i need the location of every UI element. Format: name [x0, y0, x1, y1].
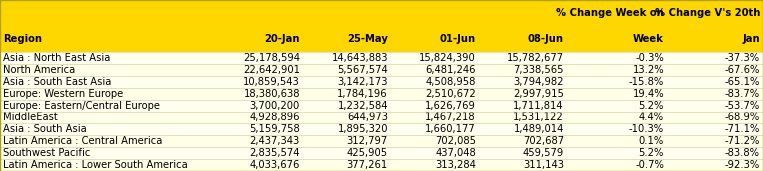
- Text: 5,159,758: 5,159,758: [250, 124, 300, 134]
- Text: -83.8%: -83.8%: [725, 148, 760, 158]
- Text: 313,284: 313,284: [435, 160, 476, 170]
- Text: 5.2%: 5.2%: [639, 101, 664, 110]
- Text: 01-Jun: 01-Jun: [440, 34, 476, 44]
- Bar: [0, 100, 763, 111]
- Text: Southwest Pacific: Southwest Pacific: [3, 148, 90, 158]
- Text: 08-Jun: 08-Jun: [528, 34, 564, 44]
- Text: 25,178,594: 25,178,594: [243, 53, 300, 63]
- Text: -83.7%: -83.7%: [725, 89, 760, 99]
- Text: % Change V's 20th: % Change V's 20th: [655, 8, 760, 18]
- Text: Latin America : Central America: Latin America : Central America: [3, 136, 163, 146]
- Text: 702,687: 702,687: [523, 136, 564, 146]
- Text: 15,782,677: 15,782,677: [507, 53, 564, 63]
- Text: 702,085: 702,085: [435, 136, 476, 146]
- Text: Europe: Eastern/Central Europe: Europe: Eastern/Central Europe: [3, 101, 160, 110]
- Text: 2,437,343: 2,437,343: [250, 136, 300, 146]
- Text: -65.1%: -65.1%: [725, 77, 760, 87]
- Bar: [0, 64, 763, 76]
- Bar: [0, 111, 763, 123]
- Text: 5,567,574: 5,567,574: [337, 65, 388, 75]
- Text: 18,380,638: 18,380,638: [243, 89, 300, 99]
- Text: 5.2%: 5.2%: [639, 148, 664, 158]
- Text: -71.2%: -71.2%: [725, 136, 760, 146]
- Text: 2,835,574: 2,835,574: [250, 148, 300, 158]
- Text: 1,711,814: 1,711,814: [513, 101, 564, 110]
- Text: Asia : North East Asia: Asia : North East Asia: [3, 53, 111, 63]
- Text: -0.3%: -0.3%: [636, 53, 664, 63]
- Text: % Change Week on: % Change Week on: [556, 8, 664, 18]
- Bar: [0, 135, 763, 147]
- Text: -68.9%: -68.9%: [725, 113, 760, 122]
- Text: -15.8%: -15.8%: [629, 77, 664, 87]
- Text: 10,859,543: 10,859,543: [243, 77, 300, 87]
- Text: MiddleEast: MiddleEast: [3, 113, 58, 122]
- Text: 4,928,896: 4,928,896: [250, 113, 300, 122]
- Text: 13.2%: 13.2%: [633, 65, 664, 75]
- Bar: [0, 88, 763, 100]
- Text: 14,643,883: 14,643,883: [331, 53, 388, 63]
- Text: 1,660,177: 1,660,177: [425, 124, 476, 134]
- Text: 2,997,915: 2,997,915: [513, 89, 564, 99]
- Text: 25-May: 25-May: [347, 34, 388, 44]
- Text: 644,973: 644,973: [347, 113, 388, 122]
- Text: 4,508,958: 4,508,958: [426, 77, 476, 87]
- Text: 1,626,769: 1,626,769: [425, 101, 476, 110]
- Text: 377,261: 377,261: [346, 160, 388, 170]
- Text: 0.1%: 0.1%: [639, 136, 664, 146]
- Text: 1,467,218: 1,467,218: [426, 113, 476, 122]
- Text: 311,143: 311,143: [523, 160, 564, 170]
- Text: 20-Jan: 20-Jan: [265, 34, 300, 44]
- Bar: [0, 0, 763, 52]
- Text: 437,048: 437,048: [435, 148, 476, 158]
- Text: Europe: Western Europe: Europe: Western Europe: [3, 89, 124, 99]
- Text: -67.6%: -67.6%: [725, 65, 760, 75]
- Text: 1,531,122: 1,531,122: [513, 113, 564, 122]
- Text: -37.3%: -37.3%: [725, 53, 760, 63]
- Bar: [0, 123, 763, 135]
- Bar: [0, 147, 763, 159]
- Text: Week: Week: [633, 34, 664, 44]
- Text: -10.3%: -10.3%: [629, 124, 664, 134]
- Text: Asia : South Asia: Asia : South Asia: [3, 124, 87, 134]
- Text: 6,481,246: 6,481,246: [426, 65, 476, 75]
- Text: Region: Region: [3, 34, 42, 44]
- Text: 312,797: 312,797: [346, 136, 388, 146]
- Text: 2,510,672: 2,510,672: [425, 89, 476, 99]
- Text: 3,142,173: 3,142,173: [337, 77, 388, 87]
- Text: 7,338,565: 7,338,565: [513, 65, 564, 75]
- Text: 1,489,014: 1,489,014: [513, 124, 564, 134]
- Text: 4,033,676: 4,033,676: [250, 160, 300, 170]
- Text: 3,794,982: 3,794,982: [513, 77, 564, 87]
- Text: 19.4%: 19.4%: [633, 89, 664, 99]
- Text: 22,642,901: 22,642,901: [243, 65, 300, 75]
- Text: North America: North America: [3, 65, 76, 75]
- Text: -0.7%: -0.7%: [635, 160, 664, 170]
- Text: -92.3%: -92.3%: [725, 160, 760, 170]
- Text: Latin America : Lower South America: Latin America : Lower South America: [3, 160, 188, 170]
- Text: 1,895,320: 1,895,320: [337, 124, 388, 134]
- Text: 15,824,390: 15,824,390: [419, 53, 476, 63]
- Text: 1,784,196: 1,784,196: [337, 89, 388, 99]
- Text: 3,700,200: 3,700,200: [250, 101, 300, 110]
- Text: 425,905: 425,905: [347, 148, 388, 158]
- Text: 1,232,584: 1,232,584: [337, 101, 388, 110]
- Bar: [0, 159, 763, 171]
- Text: -53.7%: -53.7%: [725, 101, 760, 110]
- Text: -71.1%: -71.1%: [725, 124, 760, 134]
- Text: Jan: Jan: [742, 34, 760, 44]
- Bar: [0, 52, 763, 64]
- Text: Asia : South East Asia: Asia : South East Asia: [3, 77, 111, 87]
- Text: 4.4%: 4.4%: [639, 113, 664, 122]
- Bar: [0, 76, 763, 88]
- Text: 459,579: 459,579: [523, 148, 564, 158]
